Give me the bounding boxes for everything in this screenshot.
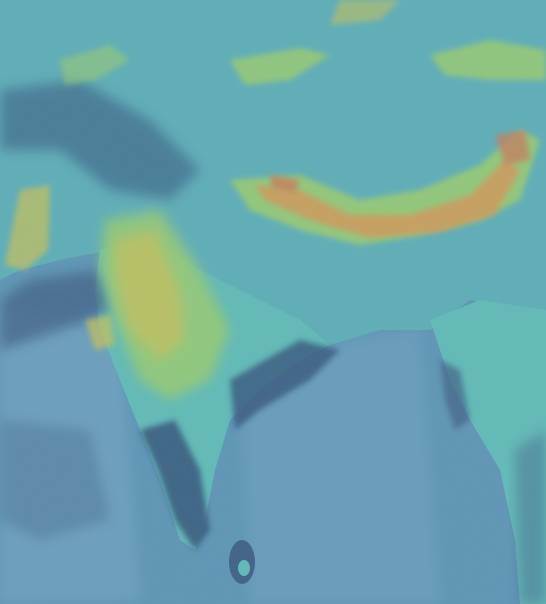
satellite-map [0, 0, 546, 604]
texture-overlay [0, 0, 546, 604]
